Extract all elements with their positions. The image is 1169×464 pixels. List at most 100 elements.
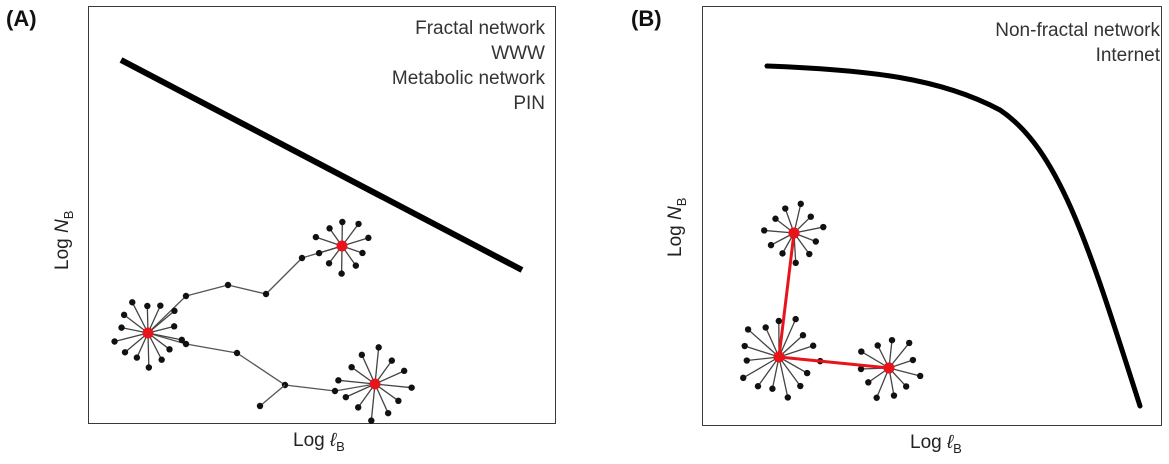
network-node (874, 342, 881, 349)
network-edge (284, 384, 336, 392)
network-node (144, 302, 151, 310)
network-link (778, 355, 890, 370)
legend-entry: Internet (1095, 45, 1160, 66)
nonfractal-network-illustration (740, 200, 924, 401)
network-node (358, 351, 366, 359)
panel-a-x-axis-label: Log ℓB (293, 430, 345, 454)
network-node (111, 338, 118, 345)
legend-entry: Metabolic network (391, 68, 545, 89)
network-edge (374, 383, 412, 389)
network-node (262, 290, 270, 298)
network-node (740, 374, 747, 382)
network-node (858, 348, 865, 355)
network-edge (114, 332, 149, 343)
fractal-scaling-line (119, 57, 524, 273)
network-node (121, 349, 129, 356)
network-edge (147, 295, 187, 334)
network-node (769, 385, 776, 392)
panel-b-legend: Non-fractal network Internet (995, 18, 1160, 68)
network-hub-node (142, 327, 154, 339)
network-node (331, 387, 339, 395)
nonfractal-scaling-curve (764, 63, 1143, 409)
network-node (355, 220, 362, 228)
network-node (812, 238, 820, 245)
network-edge (147, 310, 175, 334)
network-node (170, 323, 178, 330)
network-node (118, 324, 125, 331)
network-node (873, 394, 880, 401)
network-edge (265, 257, 303, 295)
network-node (916, 372, 924, 380)
network-node (133, 354, 141, 361)
network-node (820, 223, 827, 231)
network-edge (742, 356, 780, 379)
network-edge (370, 383, 376, 421)
network-node (166, 346, 173, 353)
panel-b-frame (702, 6, 1162, 426)
network-hub-node (369, 378, 381, 390)
panel-b-tag: (B) (631, 6, 662, 31)
network-node (354, 404, 362, 411)
network-hub-node (336, 240, 348, 252)
network-node (772, 215, 779, 222)
network-node (890, 392, 898, 399)
network-hub-node (883, 362, 895, 374)
panel-a-tag: (A) (6, 6, 37, 31)
network-node (741, 342, 748, 350)
network-node (400, 367, 408, 375)
network-edge (757, 356, 780, 387)
network-node (792, 315, 799, 323)
network-edge (778, 345, 814, 358)
network-node (352, 262, 360, 269)
network-node (909, 356, 917, 364)
network-node (335, 377, 342, 384)
network-node (803, 369, 811, 377)
network-node (233, 349, 241, 357)
network-node (129, 299, 136, 306)
panel-b-x-axis-label: Log ℓB (910, 432, 962, 456)
network-edge (185, 343, 238, 354)
network-node (857, 365, 865, 373)
legend-entry: PIN (513, 93, 545, 114)
network-node (902, 383, 910, 390)
network-edge (744, 345, 780, 358)
network-node (388, 357, 396, 364)
network-node (888, 336, 896, 344)
network-node (782, 205, 789, 212)
network-node (178, 336, 186, 344)
network-node (365, 234, 372, 242)
network-node (298, 254, 306, 262)
network-edge (131, 301, 149, 334)
network-edge (259, 384, 286, 407)
network-edge (236, 352, 286, 386)
network-node (797, 200, 804, 208)
network-node (145, 364, 153, 371)
legend-entry: Non-fractal network (995, 20, 1160, 41)
network-node (799, 332, 807, 339)
panel-a-legend: Fractal network WWW Metabolic network PI… (392, 16, 545, 116)
network-node (256, 402, 264, 410)
network-edge (185, 284, 229, 297)
network-edge (747, 328, 780, 358)
network-node (761, 227, 768, 234)
network-node (224, 281, 232, 289)
network-node (906, 339, 913, 347)
panel-a-frame (88, 6, 556, 424)
network-node (375, 344, 382, 351)
network-hub-node (773, 351, 785, 363)
network-node (368, 417, 375, 424)
network-node (338, 270, 345, 277)
network-node (754, 383, 762, 390)
network-edge (778, 318, 797, 358)
network-node (342, 393, 350, 401)
network-link (777, 232, 796, 358)
network-node (784, 394, 791, 401)
network-node (325, 260, 333, 267)
network-hub-node (788, 227, 800, 239)
network-node (767, 241, 775, 249)
fractal-network-illustration (111, 218, 415, 424)
network-node (157, 302, 164, 309)
network-node (779, 250, 786, 257)
network-node (744, 326, 752, 333)
